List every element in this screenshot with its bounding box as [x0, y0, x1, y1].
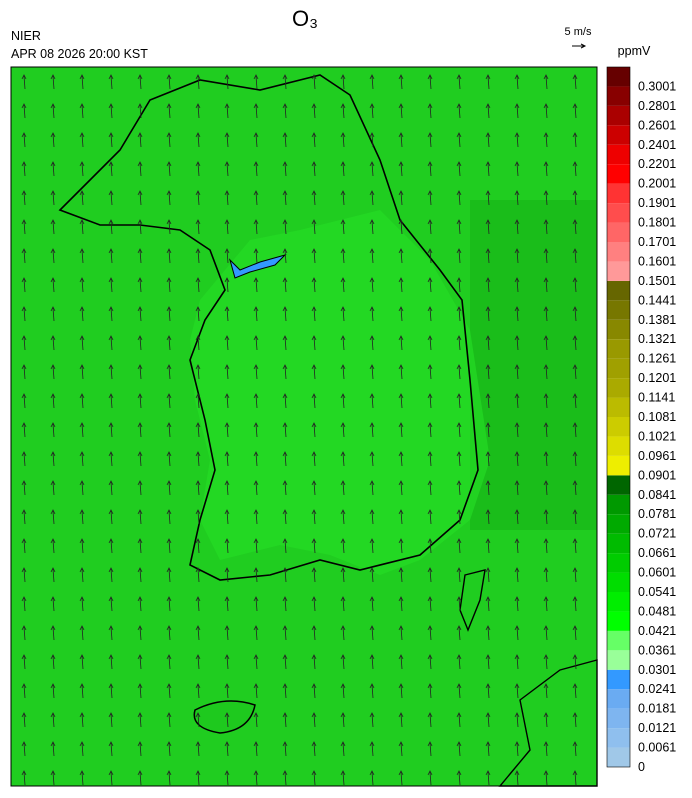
agency: NIER [11, 29, 41, 43]
colorbar-segment [607, 417, 630, 437]
colorbar-segment [607, 728, 630, 748]
colorbar-segment [607, 144, 630, 165]
colorbar-segment [607, 164, 630, 184]
colorbar-tick-label: 0.3001 [638, 79, 676, 93]
colorbar-tick-label: 0.0901 [638, 468, 676, 482]
colorbar-tick-label: 0.0541 [638, 585, 676, 599]
colorbar-tick-label: 0.0181 [638, 702, 676, 716]
colorbar-tick-label: 0.1601 [638, 254, 676, 268]
colorbar-tick-label: 0.1081 [638, 410, 676, 424]
colorbar-segment [607, 339, 630, 359]
colorbar-unit: ppmV [618, 44, 651, 58]
colorbar-segment [607, 708, 630, 729]
colorbar-segment [607, 533, 630, 554]
wind-reference-arrow [572, 43, 587, 49]
colorbar-segment [607, 494, 630, 515]
colorbar-segment [607, 592, 630, 612]
colorbar-tick-label: 0.0361 [638, 643, 676, 657]
colorbar-tick-label: 0.1441 [638, 293, 676, 307]
colorbar-segment [607, 261, 630, 281]
colorbar-segment [607, 572, 630, 592]
wind-reference: 5 m/s [565, 26, 592, 38]
colorbar-segment [607, 183, 630, 204]
colorbar-segment [607, 553, 630, 573]
colorbar-tick-label: 0.2201 [638, 157, 676, 171]
colorbar-tick-label: 0.1701 [638, 235, 676, 249]
colorbar-segment [607, 689, 630, 709]
colorbar-segment [607, 514, 630, 534]
colorbar-tick-label: 0.0481 [638, 604, 676, 618]
colorbar-tick-label: 0.1321 [638, 332, 676, 346]
colorbar-segment [607, 669, 630, 690]
colorbar-tick-label: 0.0601 [638, 566, 676, 580]
colorbar-segment [607, 105, 630, 126]
colorbar-segment [607, 319, 630, 340]
colorbar-segment [607, 242, 630, 262]
colorbar-segment [607, 358, 630, 379]
colorbar-tick-label: 0.1141 [638, 391, 675, 405]
colorbar-tick-label: 0.2601 [638, 118, 676, 132]
colorbar-segment [607, 86, 630, 106]
colorbar-segment [607, 280, 630, 301]
colorbar-segment [607, 650, 630, 670]
colorbar-tick-label: 0.1381 [638, 313, 676, 327]
colorbar-tick-label: 0.1021 [638, 429, 676, 443]
colorbar-segment [607, 475, 630, 495]
colorbar-tick-label: 0.0241 [638, 682, 676, 696]
colorbar-tick-label: 0.2801 [638, 99, 676, 113]
colorbar-tick-label: 0.1901 [638, 196, 676, 210]
colorbar-tick-label: 0.2401 [638, 138, 676, 152]
colorbar-tick-label: 0.0421 [638, 624, 676, 638]
colorbar-tick-label: 0.0121 [638, 721, 676, 735]
colorbar-segment [607, 611, 630, 631]
colorbar-segment [607, 436, 630, 456]
title: O₃ [292, 6, 318, 31]
colorbar-tick-label: 0.0301 [638, 663, 676, 677]
colorbar-tick-label: 0.0781 [638, 507, 676, 521]
colorbar-segment [607, 300, 630, 320]
colorbar-tick-label: 0.1801 [638, 216, 676, 230]
colorbar-segment [607, 397, 630, 417]
colorbar-tick-label: 0.1501 [638, 274, 676, 288]
colorbar-tick-label: 0.2001 [638, 177, 676, 191]
colorbar-segment [607, 222, 630, 242]
datetime: APR 08 2026 20:00 KST [11, 47, 148, 61]
colorbar-segment [607, 203, 630, 223]
colorbar-tick-label: 0.1261 [638, 352, 676, 366]
colorbar-tick-label: 0.0061 [638, 741, 676, 755]
colorbar-tick-label: 0.1201 [638, 371, 676, 385]
colorbar-tick-label: 0.0661 [638, 546, 676, 560]
colorbar-tick-label: 0.0961 [638, 449, 676, 463]
colorbar-segment [607, 455, 630, 476]
colorbar-segment [607, 630, 630, 651]
colorbar-tick-label: 0.0841 [638, 488, 676, 502]
colorbar-segment [607, 67, 630, 87]
colorbar-frame [606, 66, 631, 768]
colorbar-tick-label: 0.0721 [638, 527, 676, 541]
colorbar-segment [607, 378, 630, 398]
colorbar-tick-label: 0 [638, 760, 645, 774]
colorbar: 0 0.0061 0.0121 0.0181 0.0241 0.0301 0.0361 0.0… [606, 66, 676, 774]
colorbar-segment [607, 747, 630, 767]
map [10, 66, 598, 787]
colorbar-segment [607, 125, 630, 145]
